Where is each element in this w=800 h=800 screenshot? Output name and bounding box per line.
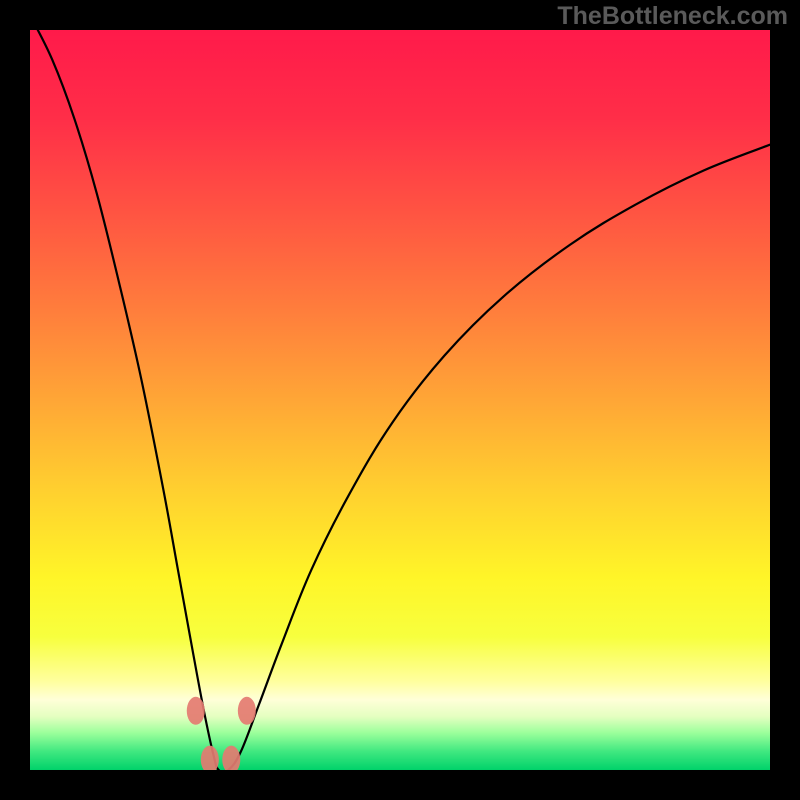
chart-svg — [0, 0, 800, 800]
curve-marker — [201, 746, 219, 774]
chart-container: TheBottleneck.com — [0, 0, 800, 800]
plot-background — [30, 30, 770, 770]
watermark-text: TheBottleneck.com — [557, 2, 788, 31]
curve-marker — [222, 746, 240, 774]
curve-marker — [238, 697, 256, 725]
curve-marker — [187, 697, 205, 725]
